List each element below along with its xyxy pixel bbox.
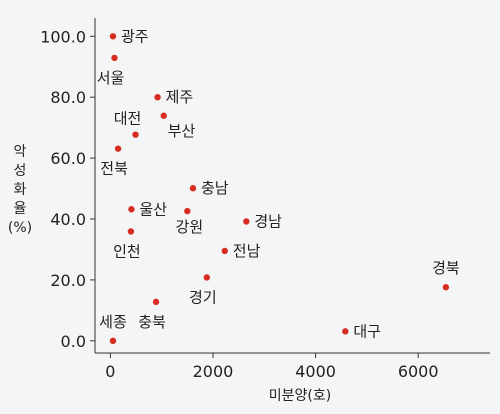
data-point <box>442 284 450 291</box>
data-point-label: 충남 <box>201 179 229 197</box>
data-point <box>127 228 135 235</box>
data-point-label: 대구 <box>353 322 381 340</box>
x-tick-label: 4000 <box>295 362 336 381</box>
data-point-label: 경북 <box>432 259 460 277</box>
data-point <box>152 298 160 306</box>
data-point <box>221 247 228 255</box>
data-point <box>109 33 117 40</box>
data-point-label: 서울 <box>97 69 125 87</box>
data-point-label: 경남 <box>254 212 282 230</box>
y-tick-label: 60.0 <box>50 149 86 168</box>
data-point-label: 세종 <box>99 313 127 331</box>
data-point <box>114 145 122 152</box>
x-tick-label: 0 <box>105 362 115 381</box>
data-point <box>111 54 118 62</box>
data-point <box>243 218 250 225</box>
data-point-label: 광주 <box>121 27 149 45</box>
data-point-label: 제주 <box>166 88 194 106</box>
data-point <box>132 131 139 138</box>
y-tick-label: 80.0 <box>50 88 86 107</box>
y-axis-title-char: (%) <box>8 220 32 236</box>
data-point-label: 경기 <box>189 288 217 306</box>
y-axis-title-char: 율 <box>14 201 27 217</box>
y-axis-title-char: 성 <box>14 163 27 179</box>
y-tick-label: 20.0 <box>50 271 86 290</box>
data-point <box>203 274 211 281</box>
data-point-label: 부산 <box>168 122 196 140</box>
data-point-label: 인천 <box>113 242 141 260</box>
data-point <box>128 206 135 213</box>
data-point <box>160 112 167 119</box>
y-axis-title-char: 악 <box>14 144 27 160</box>
data-point-label: 울산 <box>139 200 167 218</box>
data-point <box>184 207 191 215</box>
x-tick-label: 6000 <box>398 362 439 381</box>
data-point-label: 전남 <box>233 242 261 260</box>
x-tick-label: 2000 <box>193 362 234 381</box>
axes: 0.0 20.0 40.0 60.0 80.0 100.0 0 2000 4000 6000 <box>40 18 490 381</box>
data-point-label: 충북 <box>138 313 166 331</box>
data-point <box>189 185 197 192</box>
data-point <box>154 93 161 101</box>
data-point <box>109 337 117 345</box>
y-axis-title-char: 화 <box>14 182 27 198</box>
data-point-label: 강원 <box>176 218 204 236</box>
y-tick-label: 0.0 <box>61 332 86 351</box>
data-point-label: 전북 <box>100 160 128 178</box>
data-point-label: 대전 <box>114 110 142 128</box>
y-tick-label: 40.0 <box>50 210 86 229</box>
y-tick-label: 100.0 <box>40 27 86 46</box>
data-point <box>342 328 349 335</box>
x-axis-title: 미분양(호) <box>269 388 331 404</box>
